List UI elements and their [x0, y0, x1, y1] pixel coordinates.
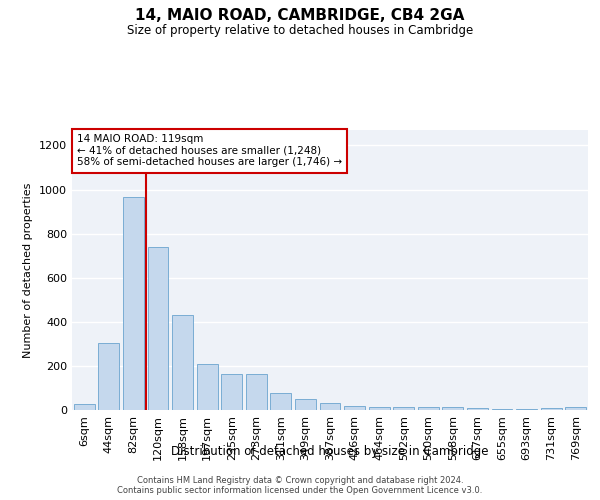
Bar [442, 408, 463, 410]
Bar [271, 394, 292, 410]
Bar [467, 408, 488, 410]
Text: 14 MAIO ROAD: 119sqm
← 41% of detached houses are smaller (1,248)
58% of semi-de: 14 MAIO ROAD: 119sqm ← 41% of detached h… [77, 134, 342, 168]
Bar [393, 408, 414, 410]
Bar [123, 197, 144, 410]
Bar [295, 399, 316, 410]
Text: 14, MAIO ROAD, CAMBRIDGE, CB4 2GA: 14, MAIO ROAD, CAMBRIDGE, CB4 2GA [136, 8, 464, 22]
Bar [320, 404, 340, 410]
Bar [491, 409, 512, 410]
Bar [368, 406, 389, 410]
Bar [565, 408, 586, 410]
Text: Distribution of detached houses by size in Cambridge: Distribution of detached houses by size … [171, 444, 489, 458]
Bar [516, 409, 537, 410]
Bar [246, 374, 267, 410]
Bar [221, 374, 242, 410]
Bar [148, 247, 169, 410]
Text: Contains HM Land Registry data © Crown copyright and database right 2024.
Contai: Contains HM Land Registry data © Crown c… [118, 476, 482, 495]
Y-axis label: Number of detached properties: Number of detached properties [23, 182, 34, 358]
Bar [418, 408, 439, 410]
Bar [98, 343, 119, 410]
Bar [197, 364, 218, 410]
Bar [344, 406, 365, 410]
Bar [541, 408, 562, 410]
Text: Size of property relative to detached houses in Cambridge: Size of property relative to detached ho… [127, 24, 473, 37]
Bar [74, 404, 95, 410]
Bar [172, 315, 193, 410]
